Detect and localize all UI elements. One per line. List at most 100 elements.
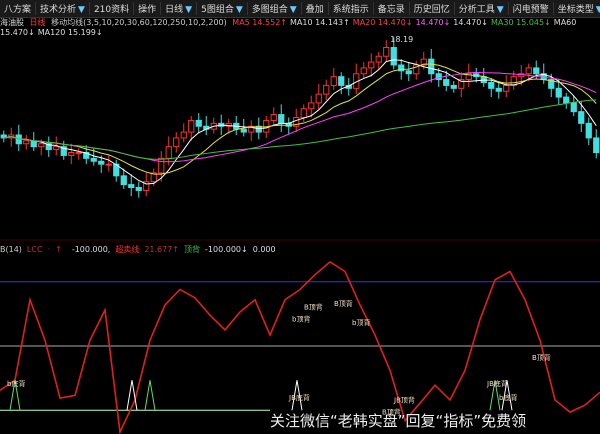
- divergence-label: b底背: [7, 379, 25, 388]
- chevron-down-icon[interactable]: ▼: [78, 5, 85, 15]
- bottom-signal-marker: [144, 380, 156, 411]
- osc-legend-item: B(14): [0, 245, 22, 254]
- osc-legend-item: LCC: [26, 245, 43, 254]
- candle-body: [525, 67, 532, 75]
- bottom-signal-marker: [126, 380, 138, 411]
- candle-body: [555, 87, 562, 98]
- toolbar-label: 历史回忆: [413, 5, 450, 15]
- toolbar-button-9[interactable]: 备忘录: [374, 2, 410, 15]
- candle-body: [405, 70, 412, 75]
- candle-body: [278, 114, 285, 124]
- candle-body: [120, 175, 127, 186]
- candle-body: [30, 140, 37, 148]
- toolbar-button-3[interactable]: 操作: [134, 2, 162, 15]
- divergence-label: b底背: [499, 393, 517, 402]
- toolbar-button-7[interactable]: 叠加: [302, 2, 329, 15]
- bottom-signal-marker: [501, 380, 513, 411]
- toolbar-button-12[interactable]: 闪电预警: [509, 2, 554, 15]
- toolbar-button-0[interactable]: 八方案: [0, 2, 37, 15]
- candle-body: [563, 96, 570, 104]
- divergence-label: B顶背: [532, 353, 551, 362]
- osc-legend-item: -100.000↓: [205, 245, 248, 254]
- candle-body: [458, 79, 465, 89]
- toolbar-button-4[interactable]: 日线 ▼: [161, 2, 198, 15]
- ma-value: 14.470↓: [453, 18, 488, 27]
- candle-body: [300, 108, 307, 118]
- toolbar-label: 坐标类型: [557, 5, 594, 15]
- toolbar-button-5[interactable]: 5图组合 ▼: [197, 2, 248, 15]
- toolbar-label: 叠加: [305, 5, 324, 15]
- osc-legend-item: -100.000,: [71, 245, 111, 254]
- toolbar-button-11[interactable]: 分析工具 ▼: [455, 2, 509, 15]
- chevron-down-icon[interactable]: ▼: [235, 5, 243, 15]
- candle-body: [480, 76, 487, 83]
- candle-body: [330, 76, 337, 86]
- candle-body: [375, 55, 382, 63]
- candle-body: [383, 47, 390, 57]
- toolbar-button-1[interactable]: 技术分析 ▼: [36, 2, 90, 15]
- candle-body: [60, 146, 67, 156]
- toolbar-button-13[interactable]: 坐标类型▼: [554, 2, 600, 15]
- toolbar-button-6[interactable]: 多图组合 ▼: [248, 2, 302, 15]
- candle-body: [83, 152, 90, 159]
- ma-value: MA120 15.199↓: [37, 28, 103, 37]
- candle-body: [165, 146, 172, 159]
- candle-body: [428, 58, 435, 75]
- candle-body: [188, 119, 195, 133]
- candle-body: [323, 84, 330, 95]
- candles: [0, 37, 600, 198]
- osc-legend-item: ↑: [55, 245, 62, 254]
- toolbar-button-8[interactable]: 系统指示: [329, 2, 374, 15]
- toolbar-button-2[interactable]: 210资料: [90, 2, 135, 15]
- chevron-down-icon[interactable]: ▼: [596, 5, 600, 15]
- bottom-signal-marker: [489, 380, 501, 411]
- ma-value: MA30 15.045↓: [491, 18, 551, 27]
- toolbar-label: 210资料: [93, 5, 130, 15]
- candle-body: [135, 187, 142, 191]
- candle-body: [128, 184, 135, 188]
- candle-body: [248, 125, 255, 133]
- divergence-label: b顶背: [352, 318, 370, 327]
- ma-values: MA5 14.552↑ MA10 14.143↑ MA20 14.470↓ 14.47…: [0, 18, 576, 37]
- candle-body: [390, 47, 397, 66]
- chevron-down-icon[interactable]: ▼: [185, 5, 193, 15]
- osc-legend-item: 0.000: [252, 245, 276, 254]
- candle-body: [443, 79, 450, 86]
- candle-body: [338, 76, 345, 86]
- ma5-line: [3, 59, 597, 185]
- period-label: 日线: [29, 18, 46, 27]
- candle-body: [75, 152, 82, 154]
- candle-body: [450, 84, 457, 89]
- osc-legend-item: 顶背: [184, 245, 201, 254]
- ma-value: MA60 15.470↓: [0, 18, 577, 37]
- candle-body: [68, 152, 75, 156]
- ma-value: MA10 14.143↑: [290, 18, 350, 27]
- ma-legend: 海油股 日线 移动均线(3,5,10,20,30,60,120,250,10,2…: [0, 18, 600, 38]
- candle-body: [270, 114, 277, 121]
- candle-body: [225, 122, 232, 127]
- divergence-label: b顶背: [292, 314, 310, 323]
- ma-value: 14.470↓: [415, 18, 451, 27]
- candle-body: [255, 125, 262, 133]
- candle-body: [533, 67, 540, 75]
- candle-body: [158, 157, 165, 174]
- candle-body: [465, 73, 472, 81]
- oscillator-legend: B(14) LCC · ↑ -100.000, 超卖线 21.677↑ 顶背 -100.000↓…: [0, 244, 600, 255]
- divergence-label: B顶背: [382, 407, 401, 416]
- candle-body: [495, 87, 502, 92]
- chevron-down-icon[interactable]: ▼: [496, 5, 504, 15]
- toolbar: 八方案 技术分析 ▼ 210资料 操作 日线 ▼ 5图组合 ▼ 多图组合 ▼ 叠加 系统指示 备忘录 历史回…: [0, 0, 600, 18]
- osc-legend-item: 超卖线: [115, 245, 140, 254]
- chevron-down-icon[interactable]: ▼: [289, 5, 297, 15]
- toolbar-label: 日线: [165, 5, 184, 15]
- candle-body: [38, 143, 45, 148]
- candle-body: [180, 131, 187, 139]
- candle-body: [195, 119, 202, 127]
- toolbar-label: 分析工具: [458, 5, 495, 15]
- toolbar-label: 5图组合: [201, 5, 234, 15]
- toolbar-button-10[interactable]: 历史回忆: [410, 2, 455, 15]
- ma10-line: [3, 63, 597, 175]
- candle-body: [548, 79, 555, 89]
- candle-body: [398, 64, 405, 72]
